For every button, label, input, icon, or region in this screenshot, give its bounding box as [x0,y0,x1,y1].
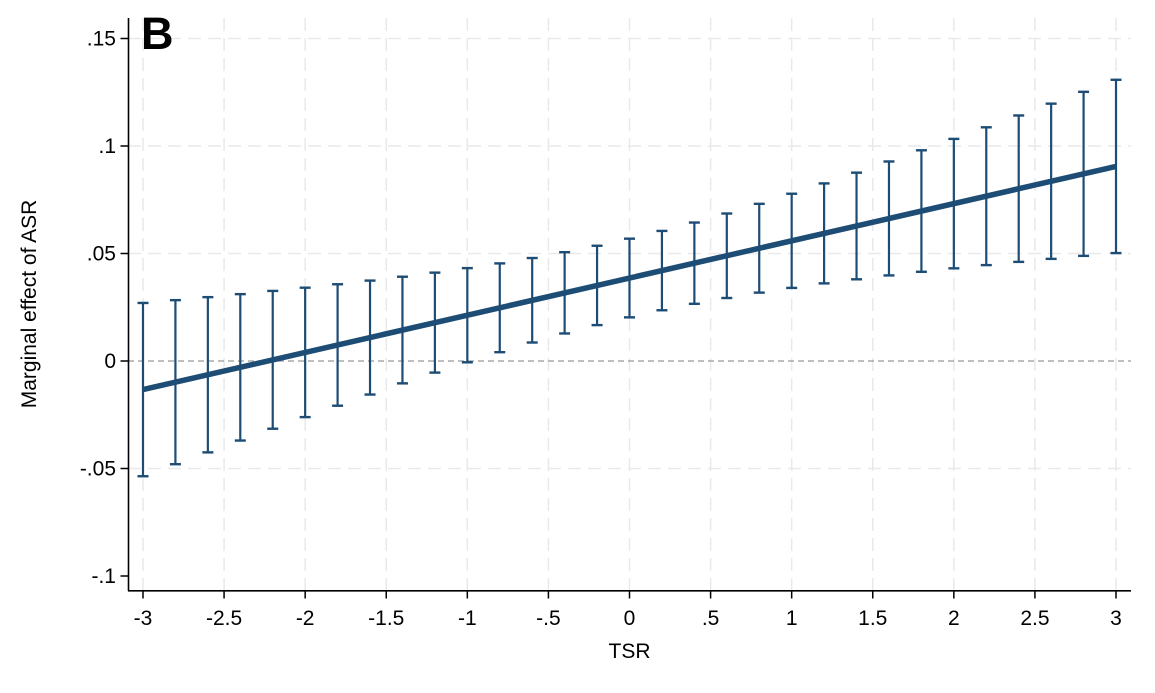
y-axis-tick-label: -.1 [91,565,116,588]
x-axis-tick-label: -.5 [536,607,561,630]
x-axis-tick-label: -1 [458,607,477,630]
y-axis-tick-label: .1 [98,135,116,158]
y-axis-tick-label: .15 [87,28,116,51]
x-axis-tick-label: -1.5 [368,607,404,630]
x-axis-tick-label: 0 [624,607,636,630]
panel-label: B [141,8,174,59]
y-axis-tick-label: .05 [87,243,116,266]
x-axis-tick-label: -2 [296,607,315,630]
x-axis-tick-label: .5 [702,607,720,630]
x-axis-tick-label: 3 [1110,607,1122,630]
x-axis-tick-label: -2.5 [206,607,242,630]
x-axis-tick-label: 2 [948,607,960,630]
y-axis-tick-label: 0 [104,350,116,373]
x-axis-tick-label: -3 [134,607,153,630]
y-axis-tick-label: -.05 [80,458,116,481]
x-axis-title: TSR [608,640,651,663]
x-axis-tick-label: 1.5 [858,607,887,630]
x-axis-tick-label: 1 [786,607,798,630]
marginal-effect-line [142,163,1117,393]
x-axis-tick-label: 2.5 [1020,607,1049,630]
y-axis-title: Marginal effect of ASR [18,199,41,409]
